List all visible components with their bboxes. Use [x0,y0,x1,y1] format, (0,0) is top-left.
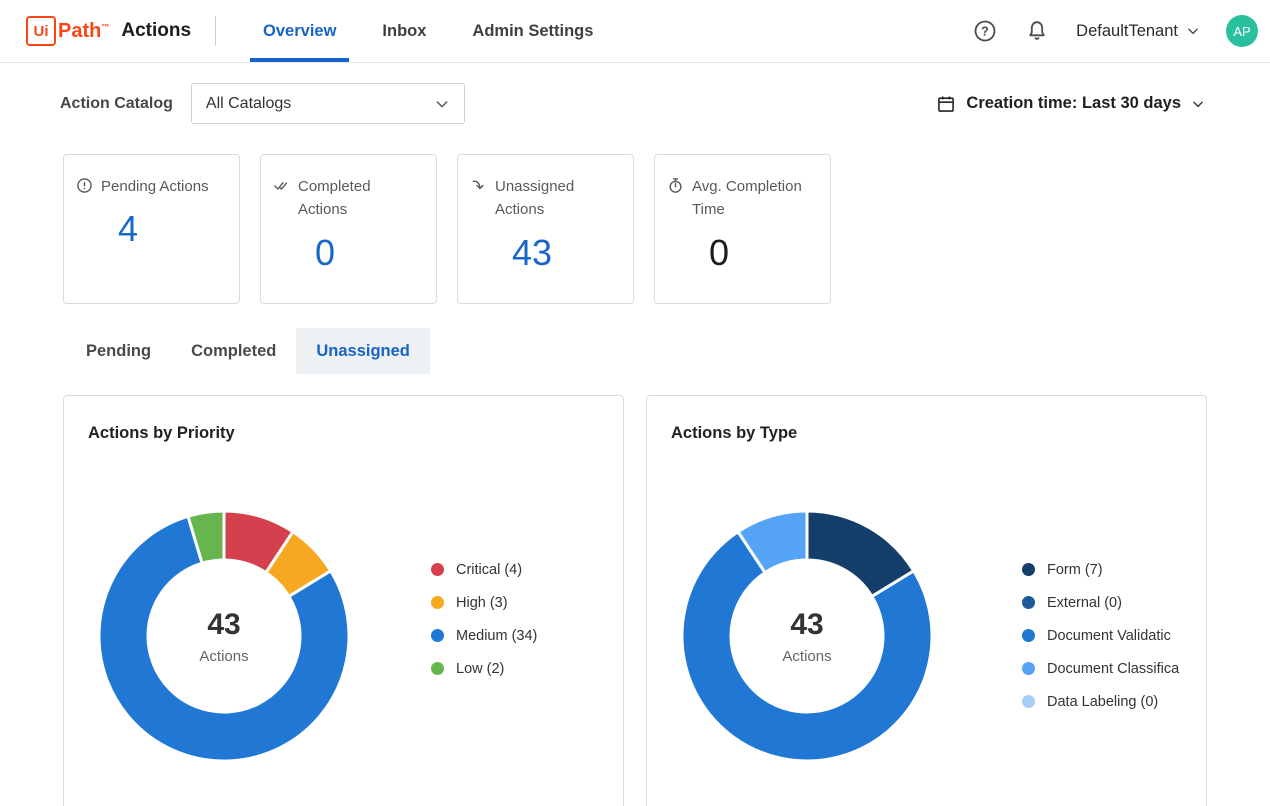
catalog-select-value: All Catalogs [206,95,291,113]
chevron-down-icon [1191,97,1205,111]
help-icon[interactable]: ? [972,18,998,44]
stat-label: Pending Actions [101,175,209,198]
actions-by-type-card: Actions by Type 43 Actions Form (7) Exte… [646,395,1207,806]
legend-dot-document-classification [1022,662,1035,675]
alert-circle-icon [76,177,93,194]
legend-dot-form [1022,563,1035,576]
actions-by-priority-card: Actions by Priority 43 Actions Critical … [63,395,624,806]
tab-pending[interactable]: Pending [66,328,171,374]
uipath-logo-text: Path™ [58,20,109,43]
stat-cards: Pending Actions 4 Completed Actions 0 Un… [63,154,1270,304]
stat-value-unassigned: 43 [512,232,617,274]
legend-item: Document Validatic [1022,619,1179,652]
view-tabs: Pending Completed Unassigned [66,328,1270,374]
chevron-down-icon [1186,24,1200,38]
stat-label: Completed Actions [298,175,420,222]
type-donut-chart[interactable]: 43 Actions [679,508,935,764]
header-divider [215,16,216,46]
chart-title: Actions by Priority [88,424,235,443]
legend-item: Form (7) [1022,553,1179,586]
chevron-down-icon [434,96,450,112]
stat-value-completed: 0 [315,232,420,274]
tenant-selector[interactable]: DefaultTenant [1076,22,1200,41]
stat-card-completed: Completed Actions 0 [260,154,437,304]
header-actions: ? DefaultTenant AP [972,0,1270,62]
stat-card-avg-completion: Avg. Completion Time 0 [654,154,831,304]
stat-card-pending: Pending Actions 4 [63,154,240,304]
stopwatch-icon [667,177,684,194]
main-nav: Overview Inbox Admin Settings [240,0,616,62]
legend-item: Document Classifica [1022,652,1179,685]
tab-unassigned[interactable]: Unassigned [296,328,430,374]
catalog-select[interactable]: All Catalogs [191,83,465,124]
legend-dot-external [1022,596,1035,609]
legend-dot-data-labeling [1022,695,1035,708]
notifications-bell-icon[interactable] [1024,18,1050,44]
legend-item: Medium (34) [431,619,537,652]
legend-item: Low (2) [431,652,537,685]
legend-dot-critical [431,563,444,576]
chart-title: Actions by Type [671,424,797,443]
legend-dot-high [431,596,444,609]
legend-dot-medium [431,629,444,642]
arrow-down-right-icon [470,177,487,194]
uipath-logo: Ui Path™ Actions [26,0,191,62]
nav-tab-overview[interactable]: Overview [240,0,359,62]
top-header: Ui Path™ Actions Overview Inbox Admin Se… [0,0,1270,63]
svg-text:?: ? [981,24,989,38]
tab-completed[interactable]: Completed [171,328,296,374]
stat-value-pending: 4 [118,208,223,250]
app-title: Actions [121,20,191,42]
legend-dot-document-validation [1022,629,1035,642]
double-check-icon [273,177,290,194]
legend-item: Critical (4) [431,553,537,586]
chart-cards: Actions by Priority 43 Actions Critical … [63,395,1207,806]
priority-donut-chart[interactable]: 43 Actions [96,508,352,764]
uipath-logo-mark: Ui [26,16,56,46]
creation-time-filter[interactable]: Creation time: Last 30 days [936,94,1205,114]
legend-item: Data Labeling (0) [1022,685,1179,718]
action-catalog-label: Action Catalog [60,95,173,113]
type-legend: Form (7) External (0) Document Validatic… [1022,553,1179,718]
stat-value-avg-completion: 0 [709,232,814,274]
legend-item: External (0) [1022,586,1179,619]
nav-tab-admin-settings[interactable]: Admin Settings [449,0,616,62]
calendar-icon [936,94,956,114]
creation-time-label: Creation time: Last 30 days [966,94,1181,113]
stat-label: Avg. Completion Time [692,175,814,222]
user-avatar[interactable]: AP [1226,15,1258,47]
legend-item: High (3) [431,586,537,619]
priority-legend: Critical (4) High (3) Medium (34) Low (2… [431,553,537,685]
stat-label: Unassigned Actions [495,175,617,222]
legend-dot-low [431,662,444,675]
nav-tab-inbox[interactable]: Inbox [359,0,449,62]
tenant-name: DefaultTenant [1076,22,1178,41]
stat-card-unassigned: Unassigned Actions 43 [457,154,634,304]
filter-row: Action Catalog All Catalogs Creation tim… [60,83,1205,124]
